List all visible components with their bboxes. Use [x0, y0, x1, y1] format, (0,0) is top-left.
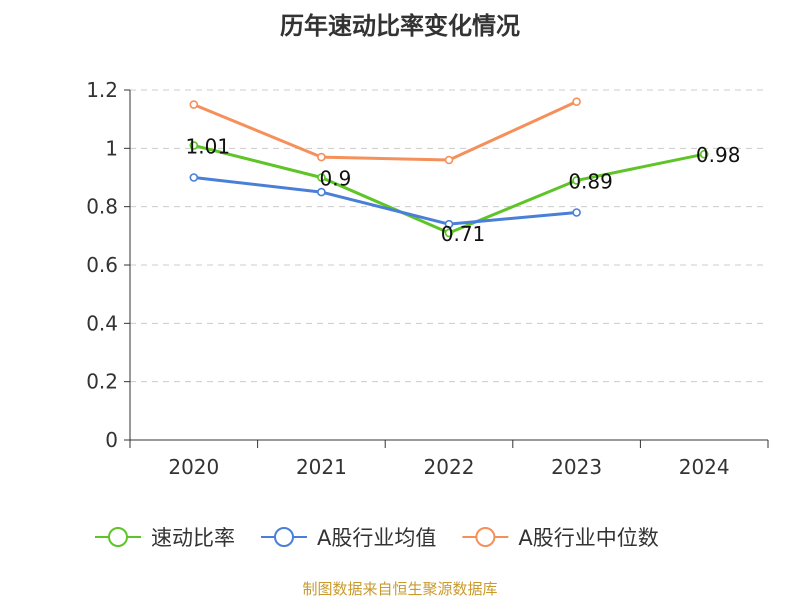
data-label: 0.71 — [441, 222, 486, 246]
y-tick-label: 0.2 — [86, 370, 118, 394]
data-point — [317, 152, 326, 162]
data-point — [317, 173, 326, 182]
axes: 0 0.2 0.4 0.6 0.8 1 1.2 2020 2021 2022 2023 2024 — [86, 78, 769, 479]
data-label: 1.01 — [186, 134, 231, 158]
y-tick-label: 1.2 — [86, 78, 118, 102]
y-tick-label: 0.4 — [86, 311, 118, 335]
x-tick-label: 2024 — [679, 455, 730, 479]
data-point — [572, 176, 581, 185]
data-point — [699, 149, 709, 159]
data-label: 0.89 — [568, 169, 613, 193]
data-point — [572, 208, 581, 217]
data-point — [444, 155, 454, 165]
data-point — [572, 97, 581, 106]
x-tick-label: 2020 — [168, 455, 219, 479]
y-tick-label: 0 — [105, 428, 118, 452]
x-tick-label: 2021 — [296, 455, 347, 479]
legend-label: 速动比率 — [151, 526, 235, 550]
x-tick-label: 2023 — [551, 455, 602, 479]
legend: 速动比率 A股行业均值 A股行业中位数 — [95, 526, 659, 550]
legend-marker-circle — [274, 527, 294, 547]
series-line — [193, 176, 577, 226]
y-tick-label: 1 — [105, 136, 118, 160]
legend-label: A股行业中位数 — [518, 526, 658, 550]
legend-marker-circle — [108, 527, 128, 547]
chart-title: 历年速动比率变化情况 — [280, 12, 520, 40]
data-point — [444, 228, 454, 238]
y-tick-label: 0.6 — [86, 253, 118, 277]
y-tick-label: 0.8 — [86, 195, 118, 219]
data-point — [317, 187, 326, 197]
legend-marker-circle — [475, 527, 496, 547]
source-note: 制图数据来自恒生聚源数据库 — [302, 580, 498, 598]
data-point — [444, 219, 454, 229]
series-lines — [189, 97, 709, 238]
data-label: 0.98 — [696, 143, 741, 167]
data-point — [189, 100, 199, 109]
data-labels: 1.01 0.9 0.71 0.89 0.98 — [186, 134, 741, 246]
data-point — [189, 173, 199, 182]
data-label: 0.9 — [319, 167, 351, 191]
legend-label: A股行业均值 — [317, 526, 436, 550]
series-line — [193, 100, 578, 162]
grid-lines — [130, 89, 768, 383]
data-point — [189, 141, 199, 150]
x-tick-label: 2022 — [424, 455, 475, 479]
